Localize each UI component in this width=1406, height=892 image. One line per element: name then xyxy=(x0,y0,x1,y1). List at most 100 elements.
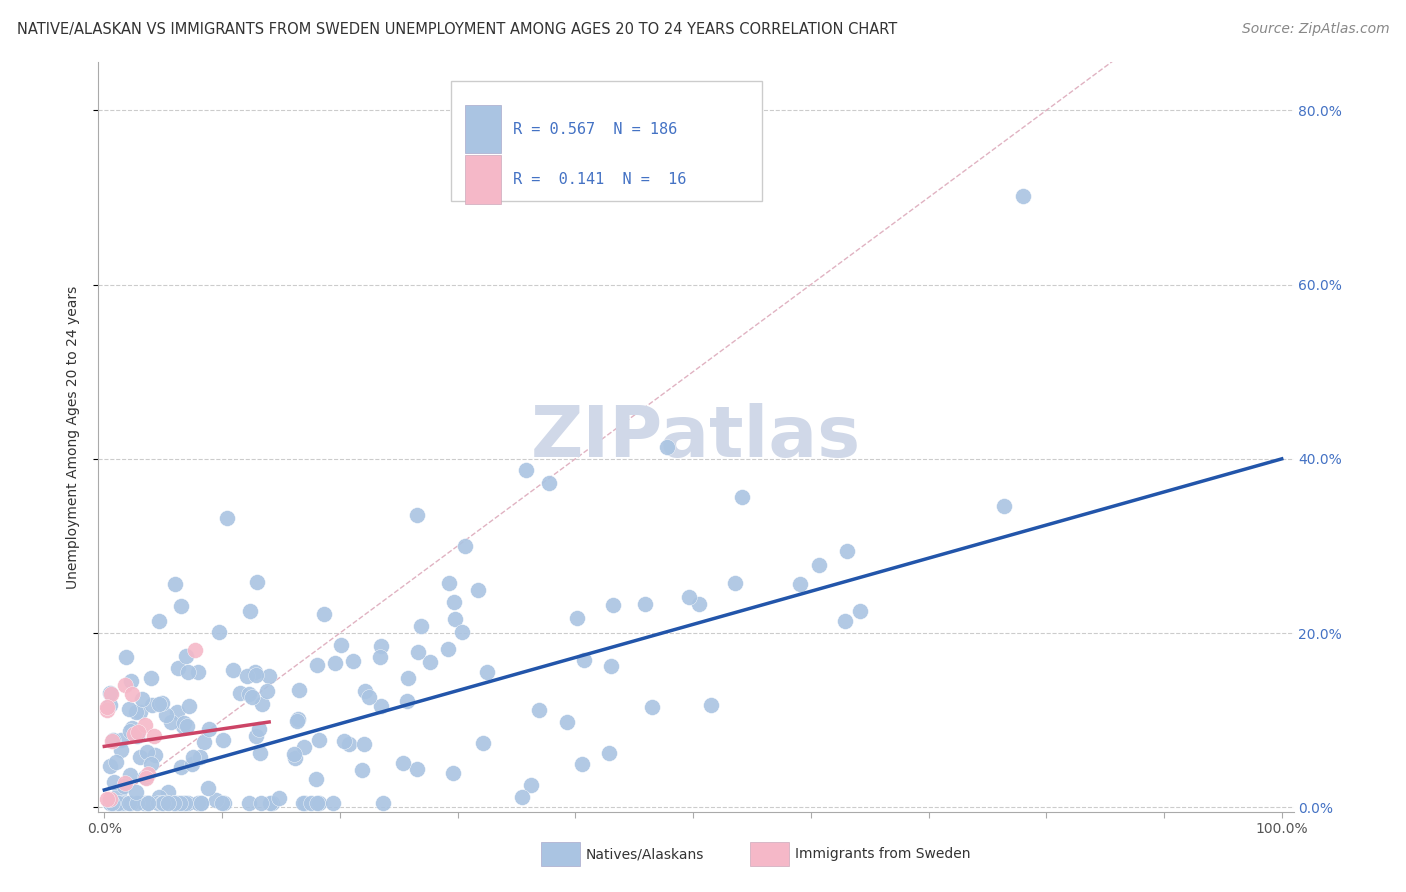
Point xyxy=(187,796,209,810)
Point xyxy=(283,751,305,765)
Point xyxy=(190,796,212,810)
Point xyxy=(110,796,132,810)
Point xyxy=(100,796,122,810)
Point xyxy=(174,648,197,663)
Point xyxy=(141,698,163,712)
Point xyxy=(120,673,142,688)
Point xyxy=(409,619,432,633)
Point xyxy=(101,732,124,747)
Point xyxy=(443,612,465,626)
FancyBboxPatch shape xyxy=(749,842,789,866)
Point xyxy=(180,757,202,772)
Point xyxy=(211,733,233,747)
Point xyxy=(565,611,588,625)
Point xyxy=(100,796,122,810)
Point xyxy=(308,732,330,747)
Point xyxy=(849,604,872,618)
Point xyxy=(163,796,186,810)
Point xyxy=(121,721,143,735)
Point xyxy=(222,663,245,677)
Point xyxy=(153,795,176,809)
Point xyxy=(467,583,489,598)
Point xyxy=(602,598,624,612)
Point xyxy=(121,686,143,700)
Point xyxy=(537,475,560,490)
Point xyxy=(135,771,157,785)
Point xyxy=(405,508,427,523)
Point xyxy=(789,577,811,591)
Point xyxy=(98,796,121,810)
Point xyxy=(267,790,290,805)
Point xyxy=(118,723,141,738)
Point xyxy=(177,796,200,810)
Point xyxy=(135,746,157,760)
Point xyxy=(117,702,139,716)
Point xyxy=(322,796,344,810)
Point xyxy=(170,599,193,613)
Point xyxy=(188,750,211,764)
Point xyxy=(396,671,419,685)
Point xyxy=(172,719,194,733)
Bar xyxy=(465,155,501,204)
Point xyxy=(101,796,124,810)
Point xyxy=(146,796,169,810)
Point xyxy=(312,607,335,622)
Point xyxy=(166,705,188,719)
Point xyxy=(598,746,620,760)
Point xyxy=(240,690,263,704)
Point xyxy=(127,796,149,810)
Point xyxy=(127,725,149,739)
Text: Natives/Alaskans: Natives/Alaskans xyxy=(586,847,704,862)
Point xyxy=(439,575,461,590)
Point xyxy=(136,796,159,810)
Point xyxy=(305,772,328,786)
Point xyxy=(150,796,173,810)
Point xyxy=(156,784,179,798)
Text: Immigrants from Sweden: Immigrants from Sweden xyxy=(796,847,970,862)
Point xyxy=(131,692,153,706)
Point xyxy=(807,558,830,572)
Point xyxy=(208,625,231,640)
Point xyxy=(723,576,745,591)
Point xyxy=(96,703,118,717)
Point xyxy=(1012,189,1035,203)
Point xyxy=(155,708,177,723)
Point xyxy=(471,736,494,750)
Point xyxy=(370,699,392,714)
Point xyxy=(337,737,360,751)
Point xyxy=(835,544,858,558)
Point xyxy=(260,796,283,810)
Point xyxy=(572,653,595,667)
Point xyxy=(510,790,533,805)
Point xyxy=(173,716,195,731)
Point xyxy=(110,743,132,757)
Point xyxy=(103,775,125,789)
Point xyxy=(165,577,187,591)
Point xyxy=(641,700,664,714)
Point xyxy=(139,756,162,771)
Point xyxy=(148,789,170,804)
Text: NATIVE/ALASKAN VS IMMIGRANTS FROM SWEDEN UNEMPLOYMENT AMONG AGES 20 TO 24 YEARS : NATIVE/ALASKAN VS IMMIGRANTS FROM SWEDEN… xyxy=(17,22,897,37)
Point xyxy=(527,703,550,717)
Point xyxy=(406,763,429,777)
Point xyxy=(396,694,419,708)
Point xyxy=(124,785,146,799)
Point xyxy=(112,796,135,810)
Point xyxy=(193,735,215,749)
Point xyxy=(160,715,183,730)
Point xyxy=(166,796,188,810)
Point xyxy=(112,779,135,793)
Point xyxy=(287,713,309,727)
Point xyxy=(217,511,239,525)
Point xyxy=(246,574,269,589)
Point xyxy=(250,796,273,810)
Point xyxy=(436,641,458,656)
Point xyxy=(142,729,165,743)
Point xyxy=(731,490,754,504)
Text: Source: ZipAtlas.com: Source: ZipAtlas.com xyxy=(1241,22,1389,37)
Point xyxy=(475,665,498,680)
Point xyxy=(98,759,121,773)
Point xyxy=(350,763,373,777)
Point xyxy=(98,791,121,805)
Point xyxy=(515,463,537,477)
